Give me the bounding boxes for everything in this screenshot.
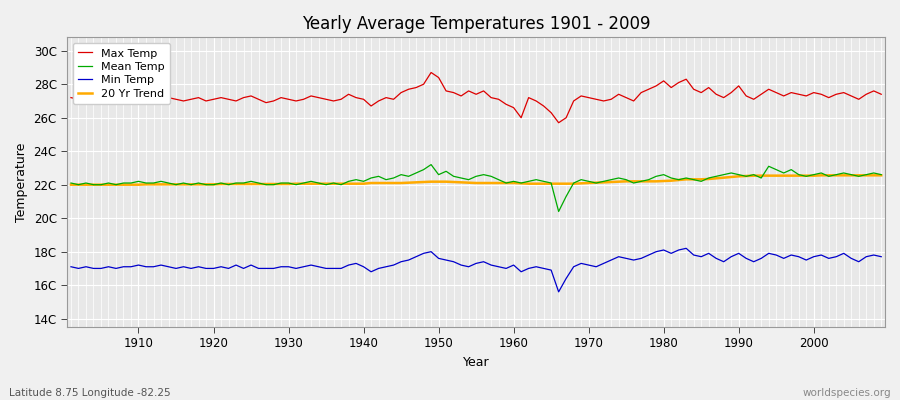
Min Temp [606,258,616,262]
Min Temp [336,266,346,271]
20 Yr Trend [500,181,511,186]
20 Yr Trend [815,173,826,178]
Mean Temp [291,182,302,187]
20 Yr Trend [126,182,137,187]
Y-axis label: Temperature: Temperature [15,142,28,222]
Line: Max Temp: Max Temp [71,72,881,123]
X-axis label: Year: Year [463,356,490,369]
Max Temp [426,70,436,75]
Min Temp [508,263,519,268]
Max Temp [508,105,519,110]
Text: worldspecies.org: worldspecies.org [803,388,891,398]
Mean Temp [508,179,519,184]
Mean Temp [426,162,436,167]
Legend: Max Temp, Mean Temp, Min Temp, 20 Yr Trend: Max Temp, Mean Temp, Min Temp, 20 Yr Tre… [73,43,170,104]
20 Yr Trend [336,181,346,186]
Max Temp [291,98,302,103]
Max Temp [876,92,886,97]
Mean Temp [554,209,564,214]
Max Temp [554,120,564,125]
Line: Min Temp: Min Temp [71,248,881,292]
Line: 20 Yr Trend: 20 Yr Trend [71,175,881,185]
Title: Yearly Average Temperatures 1901 - 2009: Yearly Average Temperatures 1901 - 2009 [302,15,651,33]
Max Temp [613,92,624,97]
Mean Temp [516,181,526,186]
Max Temp [336,97,346,102]
Mean Temp [66,181,77,186]
Mean Temp [126,181,137,186]
Min Temp [291,266,302,271]
20 Yr Trend [66,182,77,187]
Min Temp [680,246,691,251]
Max Temp [66,95,77,100]
Line: Mean Temp: Mean Temp [71,164,881,212]
Min Temp [876,254,886,259]
Mean Temp [876,172,886,177]
20 Yr Trend [291,181,302,186]
20 Yr Trend [508,181,519,186]
Max Temp [516,115,526,120]
Min Temp [554,290,564,294]
Min Temp [126,264,137,269]
20 Yr Trend [598,180,609,185]
Max Temp [126,95,137,100]
Min Temp [66,264,77,269]
Mean Temp [336,182,346,187]
20 Yr Trend [876,173,886,178]
Mean Temp [613,176,624,180]
Min Temp [500,266,511,271]
Text: Latitude 8.75 Longitude -82.25: Latitude 8.75 Longitude -82.25 [9,388,171,398]
